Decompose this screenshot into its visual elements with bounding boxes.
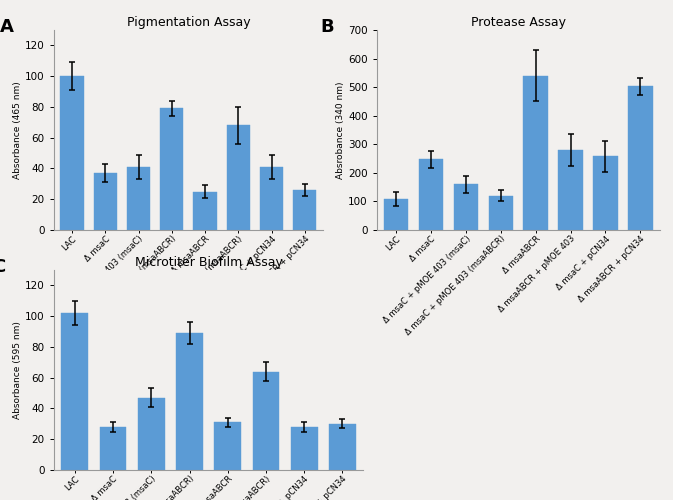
Bar xyxy=(61,313,88,470)
Bar xyxy=(227,126,250,230)
Bar xyxy=(489,196,513,230)
Bar xyxy=(559,150,583,230)
Bar xyxy=(100,427,127,470)
Bar xyxy=(215,422,241,470)
Title: Microtiter Biofilm Assay: Microtiter Biofilm Assay xyxy=(135,256,283,269)
Text: B: B xyxy=(320,18,334,36)
Bar xyxy=(291,427,318,470)
Bar xyxy=(593,156,618,230)
Bar xyxy=(524,76,548,230)
Bar xyxy=(293,190,316,230)
Y-axis label: Absorbance (595 nm): Absorbance (595 nm) xyxy=(13,321,22,419)
Bar xyxy=(454,184,478,230)
Bar xyxy=(252,372,279,470)
Bar xyxy=(127,167,150,230)
Bar xyxy=(176,333,203,470)
Bar xyxy=(419,159,444,230)
Bar xyxy=(329,424,356,470)
Bar xyxy=(61,76,83,230)
Y-axis label: Absorbance (465 nm): Absorbance (465 nm) xyxy=(13,81,22,179)
Title: Pigmentation Assay: Pigmentation Assay xyxy=(127,16,250,29)
Bar xyxy=(193,192,217,230)
Title: Protease Assay: Protease Assay xyxy=(470,16,566,29)
Text: C: C xyxy=(0,258,5,276)
Text: A: A xyxy=(0,18,14,36)
Bar xyxy=(138,398,165,470)
Bar xyxy=(260,167,283,230)
Bar xyxy=(160,108,184,230)
Bar xyxy=(94,173,117,230)
Bar xyxy=(628,86,653,230)
Y-axis label: Absrobance (340 nm): Absrobance (340 nm) xyxy=(336,81,345,179)
Bar xyxy=(384,199,409,230)
